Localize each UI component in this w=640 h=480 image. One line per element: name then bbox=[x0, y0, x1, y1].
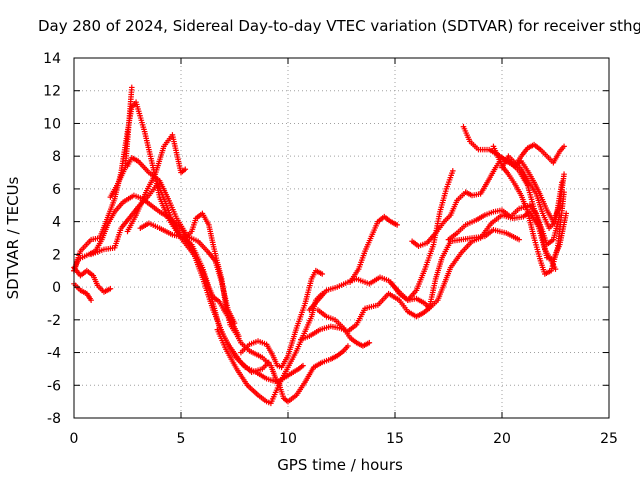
x-tick-label: 20 bbox=[493, 431, 511, 447]
data-point bbox=[561, 171, 567, 177]
y-tick-label: -2 bbox=[47, 313, 61, 329]
data-point bbox=[107, 285, 114, 292]
data-point bbox=[231, 320, 238, 326]
data-point bbox=[394, 222, 400, 228]
y-tick-label: -6 bbox=[47, 378, 61, 394]
data-point bbox=[345, 343, 351, 349]
axis-ticks bbox=[73, 57, 610, 419]
y-tick-label: 2 bbox=[52, 247, 61, 263]
series-arc-22 bbox=[499, 153, 565, 231]
series-arc-18 bbox=[445, 202, 563, 248]
x-tick-label: 0 bbox=[70, 431, 79, 447]
data-point bbox=[88, 297, 94, 303]
x-tick-label: 5 bbox=[177, 431, 186, 447]
y-tick-label: 14 bbox=[43, 51, 61, 67]
y-tick-label: -4 bbox=[47, 346, 61, 362]
series-arc-15 bbox=[347, 213, 400, 285]
data-point bbox=[366, 339, 373, 346]
x-tick-labels: 0 5 10 15 20 25 bbox=[70, 431, 618, 447]
series-arc-8 bbox=[238, 267, 326, 371]
series-arc-19 bbox=[460, 123, 567, 225]
series-arc-16 bbox=[387, 168, 456, 303]
chart-title: Day 280 of 2024, Sidereal Day-to-day VTE… bbox=[38, 17, 640, 35]
data-point bbox=[128, 84, 135, 91]
series-arc-21 bbox=[512, 141, 567, 169]
y-tick-labels: -8 -6 -4 -2 0 2 4 6 8 10 12 14 bbox=[43, 51, 61, 427]
data-point bbox=[552, 266, 559, 272]
y-tick-label: 6 bbox=[52, 182, 61, 198]
y-tick-label: 0 bbox=[52, 280, 61, 296]
series-arc-7 bbox=[137, 210, 351, 405]
series-arc-10 bbox=[71, 281, 94, 303]
grid-lines bbox=[74, 58, 609, 418]
x-axis-label: GPS time / hours bbox=[277, 456, 403, 474]
plot-frame bbox=[73, 57, 610, 419]
y-tick-label: 10 bbox=[43, 116, 61, 132]
y-tick-label: -8 bbox=[47, 411, 61, 427]
data-point bbox=[561, 143, 567, 150]
x-tick-label: 25 bbox=[600, 431, 618, 447]
x-tick-label: 15 bbox=[386, 431, 404, 447]
series-arc-11 bbox=[71, 264, 114, 295]
data-point bbox=[516, 236, 522, 243]
series-arc-20 bbox=[490, 143, 567, 277]
y-axis-label: SDTVAR / TECUs bbox=[4, 176, 22, 299]
data-point bbox=[182, 166, 189, 173]
data-point bbox=[559, 179, 565, 186]
data-point bbox=[449, 168, 456, 174]
data-point bbox=[300, 362, 306, 369]
y-tick-label: 12 bbox=[43, 84, 61, 100]
x-tick-label: 10 bbox=[279, 431, 297, 447]
y-tick-label: 4 bbox=[52, 215, 61, 231]
y-tick-label: 8 bbox=[52, 149, 61, 165]
data-point bbox=[319, 271, 326, 277]
series-arc-13 bbox=[298, 209, 559, 343]
series-arc-2 bbox=[107, 84, 135, 200]
data-points bbox=[71, 84, 569, 407]
series-arc-14 bbox=[315, 307, 373, 349]
